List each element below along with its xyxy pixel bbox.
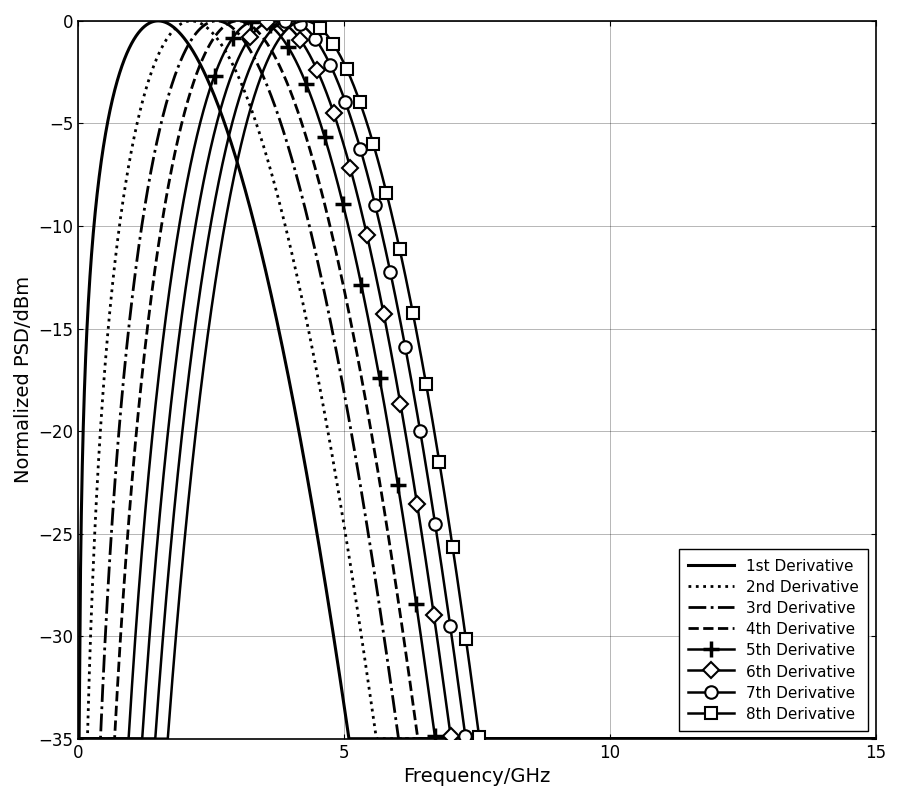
- 4th Derivative: [870, 734, 881, 743]
- 1st Derivative: [551, 734, 562, 743]
- 2nd Derivative: [668, 734, 679, 743]
- 7th Derivative: [551, 734, 562, 743]
- 6th Derivative: [218, 96, 229, 106]
- 5th Derivative: [728, 734, 739, 743]
- 8th Derivative: [591, 734, 602, 743]
- 1st Derivative: [378, 734, 389, 743]
- 3rd Derivative: [218, 18, 229, 27]
- 2nd Derivative: [591, 734, 602, 743]
- 4th Derivative: [668, 734, 679, 743]
- Line: 6th Derivative: 6th Derivative: [73, 15, 881, 744]
- 2nd Derivative: [378, 734, 389, 743]
- Line: 4th Derivative: 4th Derivative: [78, 21, 876, 738]
- 3rd Derivative: [212, 16, 222, 26]
- 5th Derivative: [251, 16, 262, 26]
- 1st Derivative: [153, 16, 164, 26]
- 4th Derivative: [232, 16, 243, 26]
- Y-axis label: Normalized PSD/dBm: Normalized PSD/dBm: [14, 276, 33, 483]
- 5th Derivative: [668, 734, 679, 743]
- 1st Derivative: [728, 734, 739, 743]
- 6th Derivative: [591, 734, 602, 743]
- 3rd Derivative: [668, 734, 679, 743]
- 6th Derivative: [551, 734, 562, 743]
- 2nd Derivative: [218, 42, 229, 52]
- 7th Derivative: [728, 734, 739, 743]
- 7th Derivative: [73, 734, 84, 743]
- 8th Derivative: [551, 734, 562, 743]
- 3rd Derivative: [378, 626, 389, 635]
- 4th Derivative: [73, 734, 84, 743]
- 4th Derivative: [551, 734, 562, 743]
- 2nd Derivative: [73, 734, 84, 743]
- 7th Derivative: [591, 734, 602, 743]
- 6th Derivative: [268, 16, 279, 26]
- 7th Derivative: [378, 234, 389, 244]
- 7th Derivative: [218, 156, 229, 166]
- Line: 2nd Derivative: 2nd Derivative: [78, 21, 876, 738]
- 7th Derivative: [284, 16, 295, 26]
- 5th Derivative: [73, 734, 84, 743]
- 6th Derivative: [728, 734, 739, 743]
- Line: 3rd Derivative: 3rd Derivative: [78, 21, 876, 738]
- 2nd Derivative: [551, 734, 562, 743]
- 8th Derivative: [728, 734, 739, 743]
- 8th Derivative: [870, 734, 881, 743]
- 1st Derivative: [73, 734, 84, 743]
- 4th Derivative: [728, 734, 739, 743]
- 4th Derivative: [218, 22, 229, 32]
- 8th Derivative: [218, 230, 229, 239]
- 6th Derivative: [73, 734, 84, 743]
- 5th Derivative: [218, 50, 229, 60]
- 2nd Derivative: [870, 734, 881, 743]
- 3rd Derivative: [551, 734, 562, 743]
- 8th Derivative: [378, 174, 389, 184]
- 1st Derivative: [870, 734, 881, 743]
- 8th Derivative: [668, 734, 679, 743]
- 5th Derivative: [551, 734, 562, 743]
- 6th Derivative: [378, 306, 389, 316]
- 3rd Derivative: [870, 734, 881, 743]
- 2nd Derivative: [185, 16, 196, 26]
- 8th Derivative: [73, 734, 84, 743]
- Line: 7th Derivative: 7th Derivative: [72, 14, 882, 745]
- 6th Derivative: [870, 734, 881, 743]
- 3rd Derivative: [591, 734, 602, 743]
- 7th Derivative: [870, 734, 881, 743]
- 4th Derivative: [378, 498, 389, 507]
- 4th Derivative: [591, 734, 602, 743]
- Line: 8th Derivative: 8th Derivative: [72, 14, 882, 745]
- 5th Derivative: [378, 393, 389, 402]
- 1st Derivative: [218, 114, 229, 124]
- 7th Derivative: [668, 734, 679, 743]
- 3rd Derivative: [73, 734, 84, 743]
- 5th Derivative: [591, 734, 602, 743]
- 6th Derivative: [668, 734, 679, 743]
- 3rd Derivative: [728, 734, 739, 743]
- 2nd Derivative: [728, 734, 739, 743]
- Legend: 1st Derivative, 2nd Derivative, 3rd Derivative, 4th Derivative, 5th Derivative, : 1st Derivative, 2nd Derivative, 3rd Deri…: [679, 550, 868, 731]
- X-axis label: Frequency/GHz: Frequency/GHz: [403, 767, 551, 786]
- 1st Derivative: [591, 734, 602, 743]
- 1st Derivative: [668, 734, 679, 743]
- Line: 1st Derivative: 1st Derivative: [78, 21, 876, 738]
- 8th Derivative: [299, 16, 310, 26]
- Line: 5th Derivative: 5th Derivative: [70, 13, 884, 747]
- 5th Derivative: [870, 734, 881, 743]
